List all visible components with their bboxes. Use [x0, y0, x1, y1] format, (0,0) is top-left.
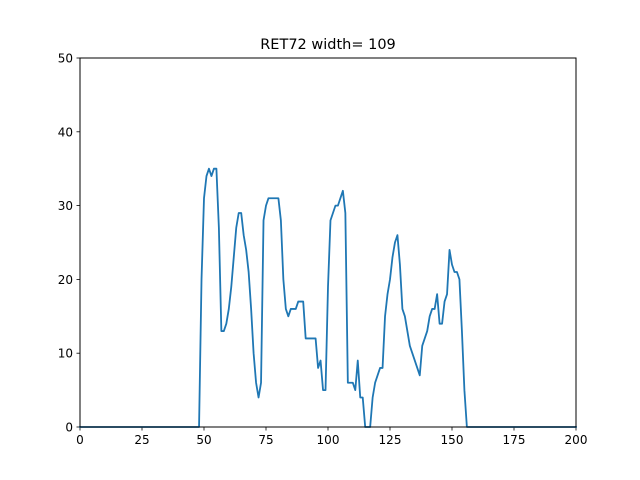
y-tick-label: 30 [58, 199, 73, 213]
y-tick-label: 40 [58, 125, 73, 139]
x-tick-label: 125 [379, 433, 402, 447]
axis-ticks: 0 25 50 75 100 125 150 175 200 0 10 20 30 40 50 [58, 52, 588, 448]
plot-frame [79, 57, 577, 428]
y-tick-label: 10 [58, 347, 73, 361]
x-tick-label: 0 [76, 433, 84, 447]
x-tick-label: 150 [441, 433, 464, 447]
x-tick-label: 25 [134, 433, 149, 447]
y-tick-label: 0 [65, 421, 73, 435]
x-tick-label: 75 [258, 433, 273, 447]
series-layer [79, 167, 577, 428]
x-tick-label: 50 [196, 433, 211, 447]
series-line [79, 167, 577, 428]
x-tick-label: 100 [317, 433, 340, 447]
chart-title: RET72 width= 109 [260, 37, 396, 53]
x-tick-label: 200 [565, 433, 588, 447]
y-tick-label: 50 [58, 52, 73, 66]
x-tick-label: 175 [503, 433, 526, 447]
y-tick-label: 20 [58, 273, 73, 287]
